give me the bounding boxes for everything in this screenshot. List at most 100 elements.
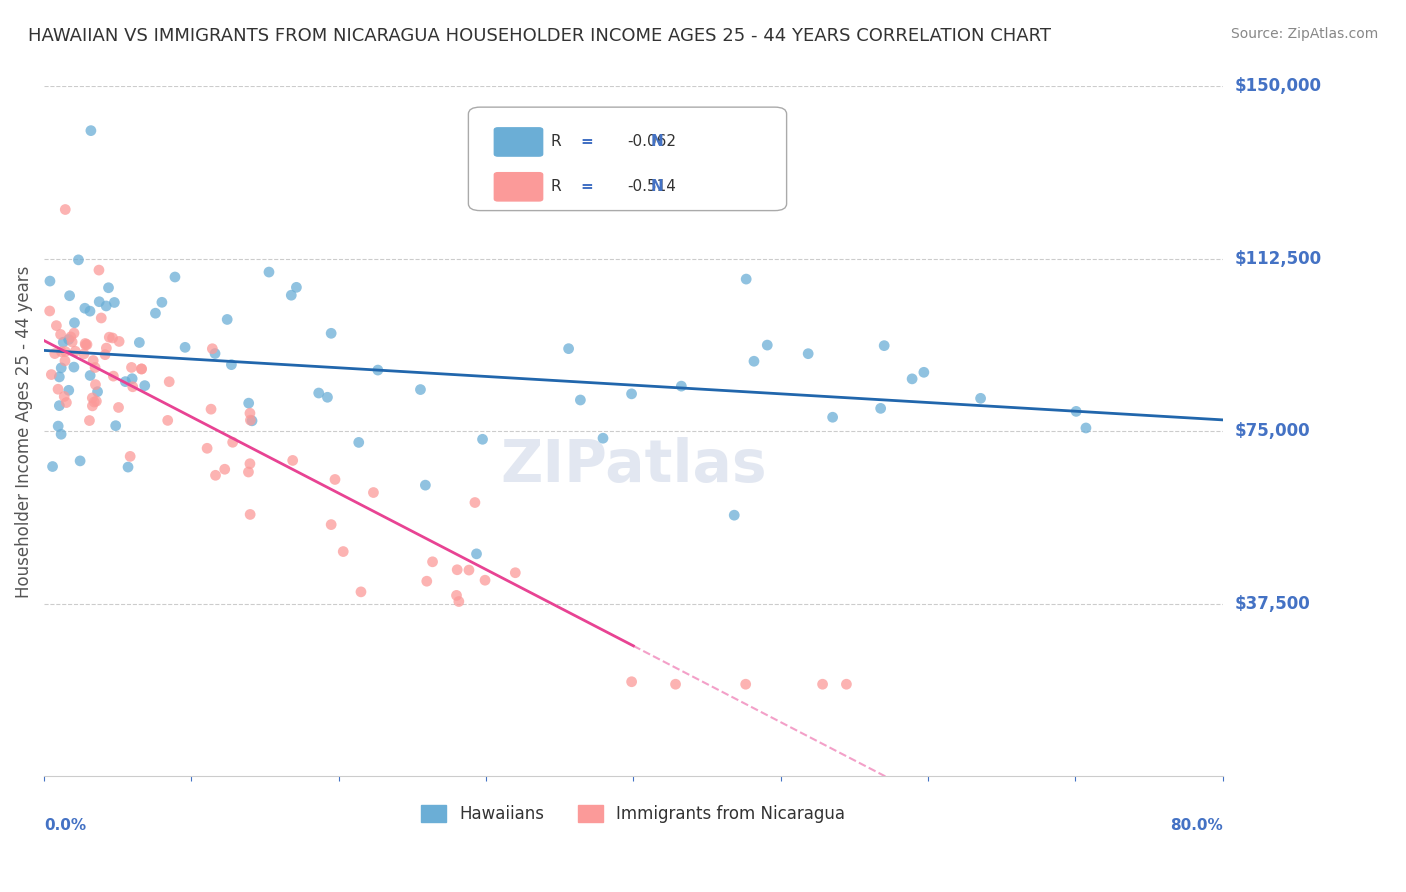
Point bbox=[59, 330, 82, 344]
Point bbox=[239, 406, 262, 420]
Point bbox=[285, 280, 308, 294]
Point bbox=[53, 353, 76, 368]
Point bbox=[48, 370, 70, 384]
Point bbox=[58, 384, 80, 398]
Point bbox=[742, 354, 765, 368]
Point bbox=[471, 432, 494, 446]
Point bbox=[869, 401, 891, 416]
Point bbox=[145, 306, 167, 320]
Point bbox=[104, 418, 127, 433]
Point bbox=[221, 358, 243, 372]
Point bbox=[60, 334, 83, 349]
Point bbox=[350, 585, 373, 599]
Point bbox=[664, 677, 686, 691]
Point bbox=[620, 387, 643, 401]
Point bbox=[901, 372, 924, 386]
Point bbox=[204, 468, 226, 483]
Point bbox=[121, 360, 143, 375]
Point bbox=[157, 375, 180, 389]
Point bbox=[671, 379, 693, 393]
Point bbox=[505, 566, 527, 580]
Text: -0.062: -0.062 bbox=[627, 134, 676, 149]
Point bbox=[44, 346, 66, 360]
FancyBboxPatch shape bbox=[468, 107, 786, 211]
Point bbox=[734, 677, 756, 691]
Point bbox=[195, 442, 218, 456]
Point bbox=[835, 677, 858, 691]
Point bbox=[101, 331, 124, 345]
Text: Source: ZipAtlas.com: Source: ZipAtlas.com bbox=[1230, 27, 1378, 41]
Point bbox=[45, 318, 67, 333]
Point bbox=[48, 399, 70, 413]
Point bbox=[321, 326, 343, 341]
Point bbox=[458, 563, 481, 577]
Point bbox=[80, 123, 103, 137]
Point bbox=[221, 435, 243, 450]
Point bbox=[811, 677, 834, 691]
Point bbox=[128, 335, 150, 350]
Point bbox=[89, 294, 111, 309]
Point bbox=[723, 508, 745, 523]
Point bbox=[308, 386, 330, 401]
Point bbox=[156, 413, 179, 427]
Point bbox=[98, 330, 121, 344]
Point bbox=[46, 382, 69, 396]
Point bbox=[969, 392, 991, 406]
Point bbox=[96, 299, 118, 313]
Point bbox=[82, 399, 104, 413]
Point bbox=[38, 304, 60, 318]
Point bbox=[131, 362, 153, 376]
Point bbox=[82, 391, 104, 405]
Point bbox=[76, 337, 98, 351]
Point bbox=[96, 341, 118, 355]
Point bbox=[415, 478, 437, 492]
Text: ZIPatlas: ZIPatlas bbox=[501, 437, 766, 494]
Text: $150,000: $150,000 bbox=[1234, 78, 1322, 95]
Point bbox=[1074, 421, 1097, 435]
Point bbox=[446, 563, 468, 577]
Point bbox=[280, 288, 302, 302]
Point bbox=[108, 334, 131, 349]
Point bbox=[281, 453, 304, 467]
Point bbox=[63, 360, 86, 375]
Point bbox=[39, 274, 62, 288]
Point bbox=[49, 327, 72, 342]
Text: HAWAIIAN VS IMMIGRANTS FROM NICARAGUA HOUSEHOLDER INCOME AGES 25 - 44 YEARS CORR: HAWAIIAN VS IMMIGRANTS FROM NICARAGUA HO… bbox=[28, 27, 1052, 45]
Point bbox=[90, 310, 112, 325]
Point bbox=[79, 413, 101, 427]
Point bbox=[332, 544, 354, 558]
Point bbox=[321, 517, 343, 532]
Point bbox=[79, 304, 101, 318]
Point bbox=[239, 457, 262, 471]
Legend: Hawaiians, Immigrants from Nicaragua: Hawaiians, Immigrants from Nicaragua bbox=[415, 798, 852, 830]
Point bbox=[201, 342, 224, 356]
Point bbox=[103, 369, 125, 384]
Text: N: N bbox=[651, 179, 664, 194]
Point bbox=[103, 295, 125, 310]
Point bbox=[94, 348, 117, 362]
Point bbox=[86, 384, 108, 399]
Point bbox=[174, 340, 197, 354]
Point bbox=[51, 344, 73, 359]
Point bbox=[79, 368, 101, 383]
Point bbox=[58, 333, 80, 347]
Text: 80.0%: 80.0% bbox=[1170, 818, 1223, 832]
Point bbox=[200, 402, 222, 417]
Point bbox=[416, 574, 439, 589]
Text: =: = bbox=[581, 134, 593, 149]
FancyBboxPatch shape bbox=[495, 173, 543, 201]
Point bbox=[63, 316, 86, 330]
Point bbox=[163, 270, 186, 285]
Y-axis label: Householder Income Ages 25 - 44 years: Householder Income Ages 25 - 44 years bbox=[15, 265, 32, 598]
Point bbox=[84, 377, 107, 392]
Point bbox=[67, 252, 90, 267]
Point bbox=[240, 414, 263, 428]
Point bbox=[114, 375, 136, 389]
Point bbox=[347, 435, 370, 450]
Text: N: N bbox=[651, 134, 664, 149]
Point bbox=[756, 338, 779, 352]
Point bbox=[735, 272, 758, 286]
Point bbox=[422, 555, 444, 569]
Point bbox=[51, 360, 73, 375]
Point bbox=[97, 281, 120, 295]
